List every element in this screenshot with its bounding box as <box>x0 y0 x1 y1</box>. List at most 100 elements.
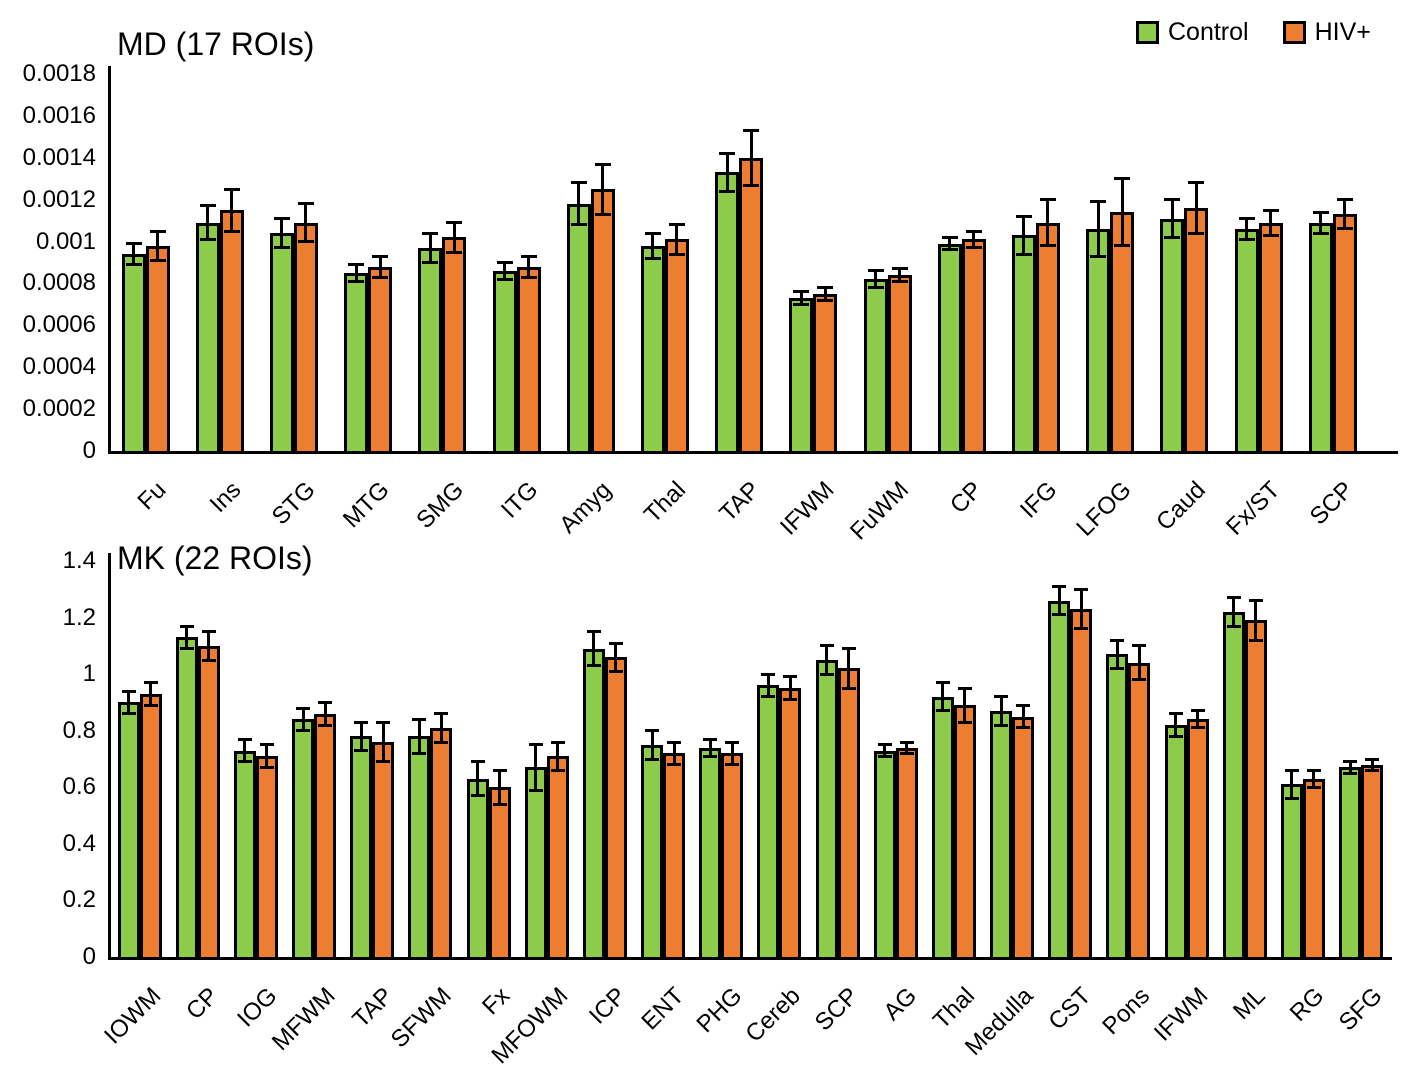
x-axis-line <box>108 957 1392 960</box>
error-bar-cap-bottom <box>667 763 682 767</box>
error-bar-cap-top <box>223 187 240 191</box>
error-bar-cap-top <box>121 689 136 693</box>
error-bar-cap-top <box>492 768 507 772</box>
error-bar-cap-top <box>594 162 611 166</box>
x-category-label: Thal <box>928 982 981 1035</box>
legend-item-control: Control <box>1136 20 1249 45</box>
y-tick-label: 0.0002 <box>22 395 96 423</box>
error-bar-cap-bottom <box>550 768 565 772</box>
error-bar-cap-bottom <box>668 252 685 256</box>
error-bar-line <box>1348 761 1352 774</box>
x-category-label: IFWM <box>775 476 840 541</box>
bar-control <box>937 243 962 454</box>
error-bar-cap-top <box>297 202 314 206</box>
error-bar-cap-bottom <box>1248 638 1263 642</box>
error-bar-line <box>1232 597 1236 627</box>
y-tick-label: 0.0018 <box>22 60 96 87</box>
x-category-label: SFG <box>1333 982 1388 1037</box>
bar-control <box>789 298 814 454</box>
error-bar-cap-bottom <box>1306 785 1321 789</box>
error-bar-line <box>304 203 308 242</box>
error-bar-cap-bottom <box>645 757 660 761</box>
error-bar-line <box>725 153 729 192</box>
bar-control <box>350 736 373 960</box>
error-bar-cap-top <box>296 706 310 710</box>
error-bar-cap-bottom <box>570 223 587 227</box>
bar-hiv <box>664 239 689 454</box>
error-bar-cap-bottom <box>1284 797 1299 801</box>
y-tick-label: 0.0008 <box>22 269 96 297</box>
error-bar-cap-bottom <box>743 183 760 187</box>
bar-hiv <box>604 657 627 960</box>
error-bar-cap-top <box>891 267 908 271</box>
bar-hiv <box>145 245 170 454</box>
error-bar-cap-bottom <box>941 248 958 252</box>
bar-hiv <box>953 705 976 960</box>
error-bar-cap-bottom <box>1074 627 1089 631</box>
error-bar-line <box>207 631 211 660</box>
error-bar-cap-bottom <box>348 279 365 283</box>
error-bar-cap-bottom <box>1132 678 1147 682</box>
error-bar-cap-top <box>201 630 216 634</box>
error-bar-cap-top <box>725 740 740 744</box>
bar-control <box>117 702 140 960</box>
bar-control <box>715 172 740 454</box>
bar-control <box>121 254 146 454</box>
error-bar-cap-top <box>819 644 834 648</box>
error-bar-cap-bottom <box>492 802 507 806</box>
error-bar-line <box>883 744 887 757</box>
error-bar-cap-bottom <box>719 189 736 193</box>
error-bar-cap-top <box>125 242 142 246</box>
error-bar-cap-bottom <box>376 760 391 764</box>
bar-control <box>990 710 1013 960</box>
error-bar-cap-top <box>1110 638 1125 642</box>
y-tick-label: 0.001 <box>35 227 96 255</box>
x-category-label: Fu <box>132 476 172 516</box>
error-bar-cap-top <box>496 261 513 264</box>
error-bar-cap-bottom <box>1238 237 1255 241</box>
error-bar-line <box>439 713 443 743</box>
error-bar-cap-bottom <box>149 258 166 262</box>
error-bar-line <box>1170 199 1174 238</box>
bar-control <box>492 270 517 454</box>
error-bar-cap-top <box>1190 709 1205 713</box>
bar-hiv <box>721 753 744 960</box>
bar-control <box>344 272 369 454</box>
hiv-swatch-icon <box>1282 21 1306 44</box>
x-category-label: ML <box>1228 982 1272 1025</box>
error-bar-line <box>206 205 210 240</box>
x-category-label: Pons <box>1097 982 1155 1041</box>
error-bar-line <box>905 742 909 754</box>
bar-hiv <box>488 787 511 960</box>
error-bar-cap-bottom <box>1090 254 1107 258</box>
bar-hiv <box>546 756 569 960</box>
x-category-label: Fx <box>476 982 515 1021</box>
error-bar-cap-bottom <box>1110 666 1125 670</box>
error-bar-cap-top <box>586 630 601 634</box>
y-tick-label: 0.8 <box>62 716 96 744</box>
error-bar-line <box>556 742 560 771</box>
bar-hiv <box>813 293 838 454</box>
error-bar-cap-bottom <box>994 723 1009 727</box>
bar-control <box>1086 228 1111 454</box>
error-bar-cap-bottom <box>891 279 908 283</box>
bar-hiv <box>293 222 318 454</box>
x-category-label: Cereb <box>740 982 806 1048</box>
x-category-label: TAP <box>714 476 766 528</box>
x-category-label: FuWM <box>844 476 914 546</box>
bar-control <box>233 750 256 960</box>
y-tick-label: 0.0006 <box>22 311 96 339</box>
error-bar-cap-top <box>867 269 884 273</box>
error-bar-cap-bottom <box>1343 771 1358 775</box>
error-bar-cap-bottom <box>1164 235 1181 239</box>
error-bar-line <box>1021 705 1025 728</box>
error-bar-cap-bottom <box>957 720 972 724</box>
error-bar-cap-bottom <box>1190 726 1205 730</box>
x-category-label: Thal <box>639 476 692 529</box>
error-bar-line <box>1137 645 1141 680</box>
error-bar-line <box>999 696 1003 726</box>
error-bar-line <box>1057 586 1061 615</box>
error-bar-cap-top <box>446 221 463 225</box>
bar-hiv <box>368 266 393 454</box>
